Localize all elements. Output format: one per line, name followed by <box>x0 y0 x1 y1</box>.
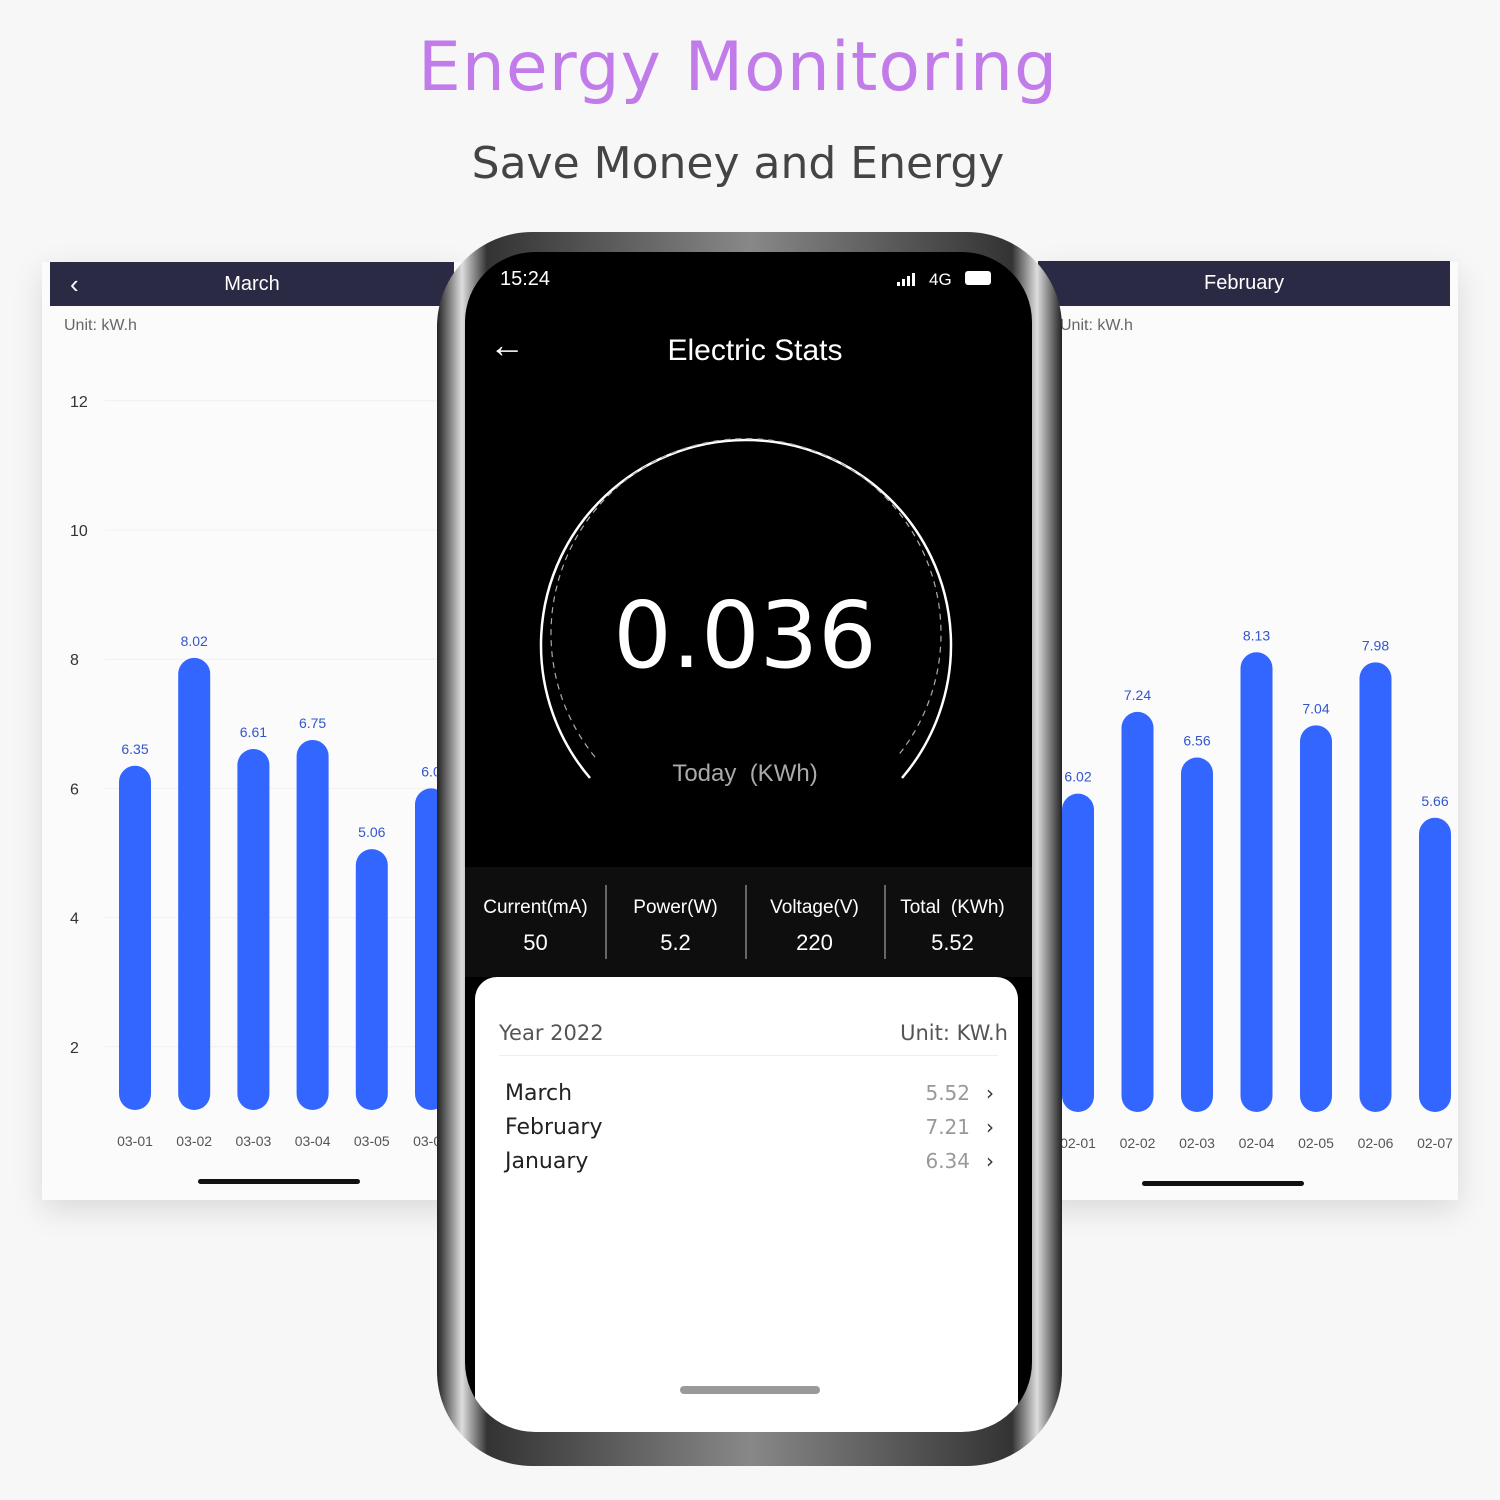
y-tick-label: 10 <box>70 523 88 540</box>
bar-value-label: 5.06 <box>358 824 385 840</box>
month-name: February <box>505 1115 603 1140</box>
panel-title: March <box>224 273 280 295</box>
x-tick-label: 02-02 <box>1120 1135 1156 1151</box>
x-tick-label: 02-03 <box>1179 1135 1215 1151</box>
y-tick-label: 12 <box>70 394 88 411</box>
month-value: 7.21 <box>925 1115 970 1139</box>
bar-value-label: 7.04 <box>1302 700 1329 716</box>
network-label: 4G <box>929 270 952 289</box>
y-tick-label: 6 <box>70 781 79 798</box>
bar <box>1300 725 1332 1112</box>
stat-value: 50 <box>523 930 548 955</box>
monthly-card: Year 2022 Unit: KW.h March 5.52 › February… <box>475 977 1018 1432</box>
stat-value: 220 <box>796 930 833 955</box>
bar-value-label: 6.02 <box>1064 769 1091 785</box>
year-label: Year 2022 <box>499 1021 604 1045</box>
x-tick-label: 02-04 <box>1239 1135 1275 1151</box>
panel-header: ‹ March <box>50 262 454 306</box>
bar <box>178 657 211 1110</box>
unit-label: Unit: kW.h <box>64 317 137 334</box>
chevron-right-icon: › <box>986 1081 994 1105</box>
page-title: Energy Monitoring <box>417 28 1059 107</box>
home-indicator <box>198 1179 360 1184</box>
chevron-left-icon[interactable]: ‹ <box>70 269 79 299</box>
month-name: March <box>505 1081 573 1106</box>
divider <box>745 885 747 959</box>
stat-value: 5.52 <box>931 930 974 955</box>
divider <box>605 885 607 959</box>
bar-value-label: 6.56 <box>1183 732 1210 748</box>
phone-frame: 15:24 4G ← Electric Stats 0.036 Today (K… <box>437 232 1062 1466</box>
month-value: 5.52 <box>925 1081 970 1105</box>
month-row-january[interactable]: January 6.34 › <box>505 1149 998 1183</box>
stat-value: 5.2 <box>660 930 691 955</box>
bar <box>237 748 270 1110</box>
home-indicator <box>680 1386 820 1394</box>
bar-value-label: 7.24 <box>1124 687 1151 703</box>
y-tick-label: 2 <box>70 1040 79 1057</box>
bar-value-label: 7.98 <box>1362 637 1389 653</box>
screen-title: Electric Stats <box>667 334 843 367</box>
bar-value-label: 6.75 <box>299 715 326 731</box>
y-tick-label: 4 <box>70 911 79 928</box>
month-value: 6.34 <box>925 1149 970 1173</box>
bar <box>1121 711 1154 1112</box>
bar-value-label: 6.61 <box>240 724 267 740</box>
bar-value-label: 8.02 <box>181 633 208 649</box>
chevron-right-icon: › <box>986 1115 994 1139</box>
month-row-february[interactable]: February 7.21 › <box>505 1115 998 1149</box>
bar-value-label: 6.0 <box>421 763 441 779</box>
home-indicator <box>1142 1181 1304 1186</box>
bar <box>119 765 151 1110</box>
x-tick-label: 03-04 <box>295 1133 331 1149</box>
y-tick-label: 8 <box>70 652 79 669</box>
panel-header: February <box>1038 261 1450 306</box>
month-name: January <box>505 1149 589 1174</box>
bar <box>1181 757 1213 1112</box>
signal-icon <box>897 272 921 286</box>
month-row-march[interactable]: March 5.52 › <box>505 1081 998 1115</box>
x-tick-label: 02-01 <box>1060 1135 1096 1151</box>
x-tick-label: 03-03 <box>235 1133 271 1149</box>
phone-screen: 15:24 4G ← Electric Stats 0.036 Today (K… <box>465 252 1032 1432</box>
page-subtitle: Save Money and Energy <box>471 138 1005 189</box>
stat-label: Current(mA) <box>483 897 588 918</box>
gauge-label: Today (KWh) <box>672 760 818 787</box>
chevron-right-icon: › <box>986 1149 994 1173</box>
bar <box>1240 652 1273 1112</box>
bar-value-label: 8.13 <box>1243 627 1270 643</box>
bar <box>1359 662 1392 1112</box>
gauge-arc <box>539 438 953 779</box>
divider <box>499 1055 998 1056</box>
stats-row: Current(mA) 50 Power(W) 5.2 Voltage(V) 2… <box>465 867 1032 977</box>
divider <box>884 885 886 959</box>
status-time: 15:24 <box>500 268 551 290</box>
stat-label: Total (KWh) <box>900 897 1005 918</box>
panel-title: February <box>1203 272 1285 294</box>
x-tick-label: 03-01 <box>117 1133 153 1149</box>
card-unit: Unit: KW.h <box>900 1021 1008 1045</box>
battery-icon <box>965 271 991 285</box>
bar <box>1419 817 1451 1112</box>
gauge-value: 0.036 <box>613 582 877 689</box>
x-tick-label: 03-05 <box>354 1133 390 1149</box>
bar <box>296 739 329 1110</box>
unit-label: Unit: kW.h <box>1060 317 1133 334</box>
bar-value-label: 5.66 <box>1421 793 1448 809</box>
back-arrow-icon[interactable]: ← <box>489 324 525 365</box>
x-tick-label: 03-02 <box>176 1133 212 1149</box>
bar <box>355 849 388 1110</box>
stat-label: Power(W) <box>633 897 718 918</box>
bar <box>1062 793 1094 1112</box>
stat-label: Voltage(V) <box>770 897 859 918</box>
bar-value-label: 6.35 <box>121 741 148 757</box>
x-tick-label: 02-07 <box>1417 1135 1453 1151</box>
x-tick-label: 02-05 <box>1298 1135 1334 1151</box>
x-tick-label: 02-06 <box>1358 1135 1394 1151</box>
